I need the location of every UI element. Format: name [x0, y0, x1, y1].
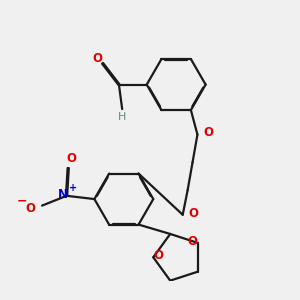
Text: O: O	[93, 52, 103, 65]
Text: N: N	[58, 188, 68, 201]
Text: O: O	[188, 207, 198, 220]
Text: O: O	[203, 127, 213, 140]
Text: +: +	[69, 183, 77, 193]
Text: O: O	[67, 152, 76, 165]
Text: O: O	[153, 249, 163, 262]
Text: O: O	[188, 235, 198, 248]
Text: −: −	[16, 194, 27, 207]
Text: H: H	[118, 112, 126, 122]
Text: O: O	[26, 202, 36, 215]
